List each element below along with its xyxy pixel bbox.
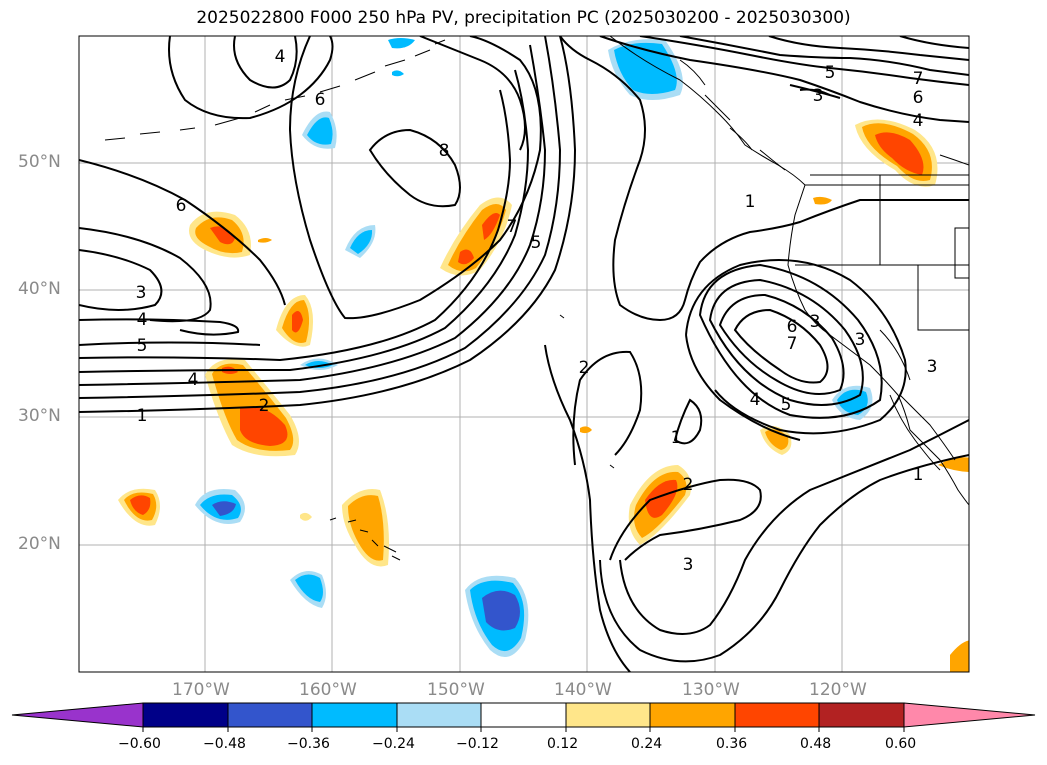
contour-label: 7 (787, 334, 798, 354)
precip-positive-blob (875, 132, 924, 175)
pv-contours (79, 36, 969, 672)
colorbar-tick-label: −0.36 (287, 736, 330, 752)
map-title: 2025022800 F000 250 hPa PV, precipitatio… (196, 8, 851, 28)
lon-label-120w: 120°W (809, 680, 867, 700)
contour-label: 6 (913, 88, 924, 108)
precip-negative-blob (482, 590, 520, 631)
contour-label: 6 (176, 196, 187, 216)
contour-label: 8 (439, 141, 450, 161)
colorbar-segment (311, 702, 398, 728)
colorbar-tick-label: −0.48 (203, 736, 246, 752)
contour-label: 5 (137, 336, 148, 356)
precip-positive-blob (348, 495, 384, 561)
precip-positive-blob (645, 479, 678, 518)
lat-label-20n: 20°N (18, 534, 61, 554)
colorbar-segment (565, 702, 651, 728)
colorbar-segment (396, 702, 482, 728)
contour-label: 6 (787, 317, 798, 337)
colorbar-extend-right (903, 702, 1036, 728)
colorbar-tick-label: −0.24 (372, 736, 415, 752)
contour-label: 6 (315, 90, 326, 110)
precip-positive-blob (482, 212, 500, 240)
colorbar-segment (227, 702, 313, 728)
colorbar-tick-label: −0.12 (456, 736, 499, 752)
colorbar-tick-label: 0.60 (885, 736, 917, 752)
lon-label-140w: 140°W (554, 680, 612, 700)
contour-label: 4 (188, 370, 199, 390)
contour-label: 5 (825, 63, 836, 83)
contour-label: 3 (810, 312, 821, 332)
precip-positive-blob (130, 495, 151, 515)
colorbar-segment (480, 702, 567, 728)
contour-label: 1 (913, 465, 924, 485)
precip-positive-blob (458, 249, 474, 265)
contour-label: 5 (531, 233, 542, 253)
precip-positive-blob (580, 426, 592, 434)
contour-labels: 4 6 8 6 7 5 3 4 5 4 2 1 7 5 3 6 4 1 6 7 … (136, 47, 938, 575)
contour-label: 3 (927, 357, 938, 377)
lon-label-150w: 150°W (427, 680, 485, 700)
colorbar-tick-label: −0.60 (118, 736, 161, 752)
contour-label: 7 (507, 217, 518, 237)
contour-label: 2 (259, 396, 270, 416)
map-frame (78, 35, 970, 673)
precip-negative-blob (392, 70, 404, 77)
colorbar-tick-label: 0.48 (800, 736, 832, 752)
precip-negative-blob (614, 42, 677, 94)
precip-negative-blob (212, 501, 236, 516)
contour-label: 7 (913, 69, 924, 89)
colorbar-tick-label: 0.36 (716, 736, 748, 752)
contour-label: 4 (750, 390, 761, 410)
contour-label: 4 (137, 310, 148, 330)
precip-negative-blob (350, 230, 373, 254)
precip-positive-blob (292, 311, 303, 333)
contour-label: 3 (683, 555, 694, 575)
colorbar-segment (818, 702, 905, 728)
colorbar-tick-label: 0.24 (631, 736, 663, 752)
lat-label-30n: 30°N (18, 406, 61, 426)
precip-positive-blob (240, 406, 288, 446)
lon-label-130w: 130°W (682, 680, 740, 700)
colorbar-segment (734, 702, 820, 728)
precip-negative-blob (307, 117, 333, 145)
lon-label-170w: 170°W (172, 680, 230, 700)
colorbar-tick-label: 0.12 (547, 736, 579, 752)
colorbar (11, 702, 1036, 732)
precip-positive-blob (300, 512, 312, 521)
colorbar-segment (142, 702, 229, 728)
colorbar-extend-left (11, 702, 144, 728)
gridlines (79, 36, 969, 672)
precip-positive-blob (813, 196, 832, 205)
precip-positive-blob (950, 640, 969, 672)
precip-positive-blob (938, 457, 969, 472)
colorbar-segment (649, 702, 736, 728)
lon-label-160w: 160°W (299, 680, 357, 700)
contour-label: 5 (781, 395, 792, 415)
precip-positive-blob (258, 238, 272, 243)
contour-label: 4 (275, 47, 286, 67)
precip-negative-blob (295, 574, 323, 602)
contour-label: 3 (136, 283, 147, 303)
contour-label: 1 (137, 406, 148, 426)
contour-label: 3 (813, 86, 824, 106)
lat-label-40n: 40°N (18, 279, 61, 299)
lat-label-50n: 50°N (18, 152, 61, 172)
precip-negative-blob (388, 38, 415, 49)
contour-label: 2 (579, 358, 590, 378)
contour-label: 1 (671, 428, 682, 448)
contour-label: 3 (855, 330, 866, 350)
contour-label: 1 (745, 192, 756, 212)
contour-label: 4 (913, 111, 924, 131)
contour-label: 2 (683, 475, 694, 495)
